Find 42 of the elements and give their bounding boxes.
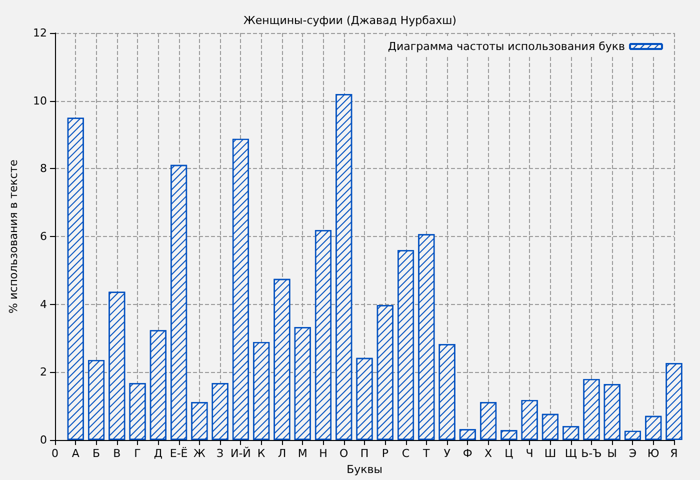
x-tick-label: Ф	[462, 447, 472, 460]
x-tick-label: Н	[319, 447, 328, 460]
y-tick-label: 12	[33, 26, 47, 40]
x-tick-label: Х	[484, 447, 493, 460]
y-tick-label: 2	[40, 366, 47, 379]
x-tick-label: О	[340, 447, 349, 460]
x-tick-label: Ь-Ъ	[581, 447, 602, 460]
x-tick-label: Т	[422, 447, 430, 460]
x-tick-label: З	[216, 447, 224, 460]
x-tick-label: Ч	[526, 447, 534, 460]
x-tick-label: И-Й	[230, 446, 251, 460]
x-tick-label: Щ	[564, 447, 577, 460]
x-tick-label: Л	[278, 447, 286, 460]
x-tick-label: Э	[628, 447, 637, 460]
y-axis-title: % использования в тексте	[7, 159, 20, 314]
x-tick-label: А	[72, 447, 80, 460]
x-tick-label: Б	[92, 447, 100, 460]
x-tick-label: П	[360, 447, 369, 460]
x-tick-label: Ц	[504, 447, 514, 460]
x-tick-label: У	[444, 447, 451, 460]
x-axis-title: Буквы	[346, 463, 382, 476]
x-tick-label: В	[113, 447, 121, 460]
x-tick-label: К	[257, 447, 266, 460]
y-tick-label: 6	[40, 230, 47, 243]
x-tick-label: Д	[154, 447, 163, 460]
y-tick-label: 0	[40, 434, 47, 446]
y-tick-label: 10	[33, 94, 47, 108]
x-tick-label: Е-Ё	[170, 446, 188, 460]
x-tick-label: 0	[52, 447, 58, 460]
x-tick-label: М	[298, 447, 308, 460]
x-tick-label: Ш	[544, 447, 556, 460]
x-tick-label: Г	[134, 447, 142, 460]
x-tick-label: С	[402, 447, 410, 460]
x-tick-label: Я	[670, 447, 678, 460]
legend-label: Диаграмма частоты использования букв	[388, 40, 625, 53]
chart-title: Женщины-суфии (Джавад Нурбахш)	[244, 14, 456, 27]
y-tick-label: 8	[40, 162, 47, 176]
y-tick-label: 4	[40, 298, 47, 311]
x-tick-label: Р	[382, 447, 389, 460]
x-tick-label: Ж	[194, 447, 206, 460]
x-tick-label: Ю	[647, 447, 660, 460]
x-tick-label: Ы	[607, 447, 617, 460]
